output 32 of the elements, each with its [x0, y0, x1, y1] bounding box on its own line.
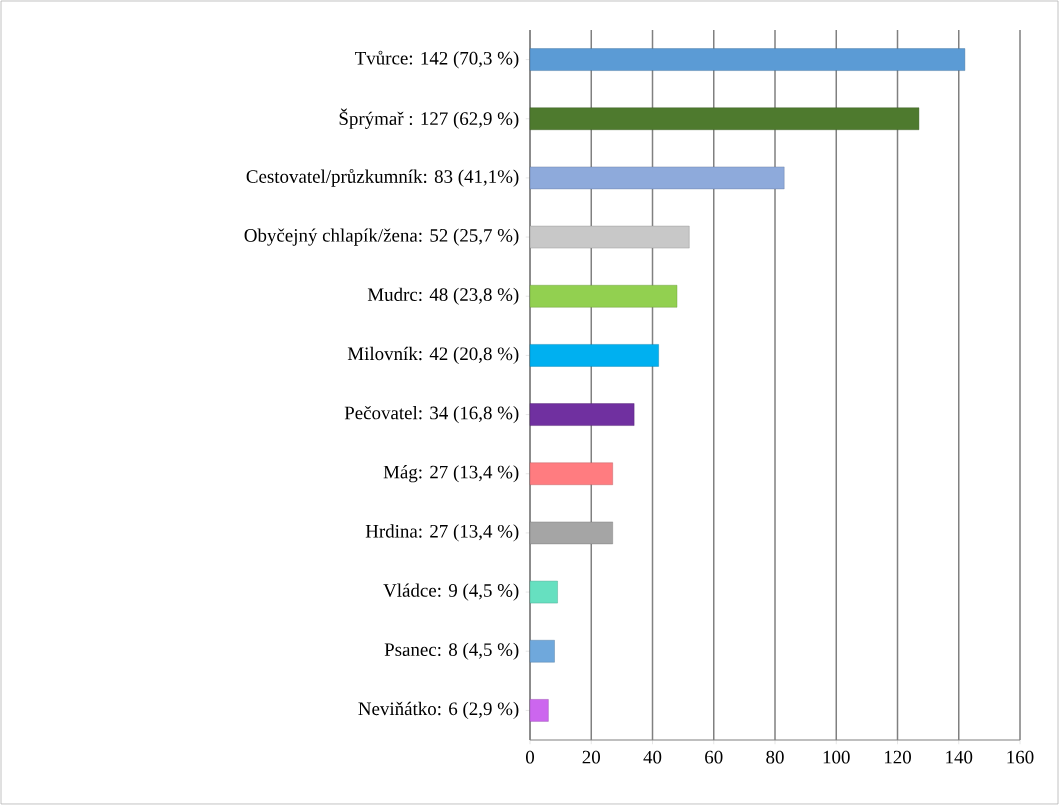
y-tick-label: Cestovatel/průzkumník: 83 (41,1%): [246, 169, 519, 187]
x-tick-label: 100: [823, 750, 850, 764]
y-tick-label: Tvůrce: 142 (70,3 %): [355, 50, 519, 69]
x-tick-label: 160: [1007, 750, 1034, 764]
y-tick-label: Mudrc: 48 (23,8 %): [367, 287, 519, 305]
y-tick-label: Milovník: 42 (20,8 %): [347, 346, 519, 365]
bar: [529, 285, 678, 308]
y-tick-label: Šprýmař : 127 (62,9 %): [339, 108, 519, 129]
bar: [529, 48, 966, 71]
x-tick-label: 120: [884, 750, 911, 764]
y-tick-label: Vládce: 9 (4,5 %): [383, 583, 519, 601]
bar: [529, 462, 613, 485]
y-tick-label: Pečovatel: 34 (16,8 %): [344, 405, 519, 424]
bar: [529, 640, 555, 663]
y-tick-label: Hrdina: 27 (13,4 %): [365, 524, 519, 542]
x-tick-label: 140: [946, 750, 973, 764]
bar: [529, 521, 613, 545]
x-tick-label: 60: [705, 750, 723, 764]
bar: [529, 580, 558, 604]
x-tick-label: 80: [766, 750, 784, 764]
bar: [529, 403, 635, 426]
x-tick-label: 40: [643, 750, 662, 764]
bar: [529, 107, 920, 130]
y-tick-label: Psanec: 8 (4,5 %): [384, 642, 519, 660]
y-tick-label: Obyčejný chlapík/žena: 52 (25,7 %): [244, 228, 519, 246]
bar: [529, 344, 659, 367]
x-tick-label: 20: [582, 750, 600, 764]
bar: [529, 166, 785, 190]
bar: [529, 699, 549, 722]
y-tick-label: Neviňátko: 6 (2,9 %): [358, 701, 519, 720]
y-tick-label: Mág: 27 (13,4 %): [383, 465, 519, 483]
x-tick-label: 0: [525, 750, 535, 764]
